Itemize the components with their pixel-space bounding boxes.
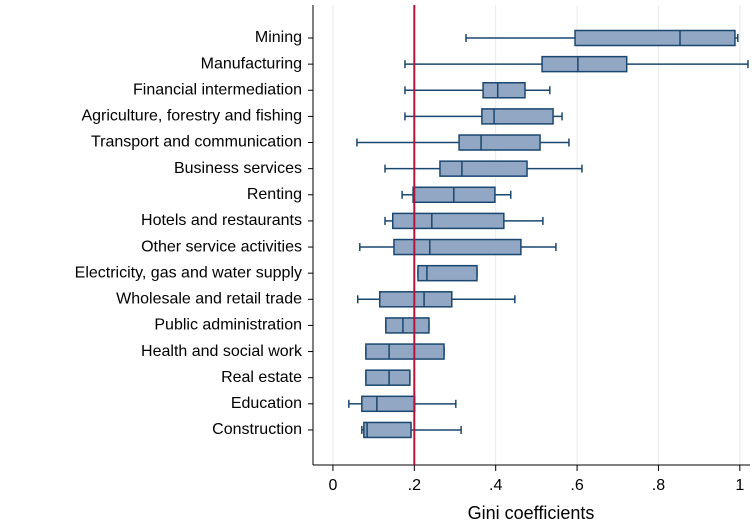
y-tick-label: Public administration — [154, 317, 302, 334]
box — [574, 29, 736, 47]
y-tick-label: Construction — [212, 421, 302, 438]
y-tick-label: Financial intermediation — [133, 81, 302, 98]
x-tick-label: 1 — [735, 477, 744, 494]
box — [392, 212, 505, 230]
y-tick-label: Manufacturing — [201, 55, 302, 72]
y-tick-label: Other service activities — [141, 238, 302, 255]
y-tick-label: Mining — [255, 29, 302, 46]
x-tick-label: .4 — [489, 477, 502, 494]
y-tick-label: Electricity, gas and water supply — [75, 264, 302, 281]
box — [361, 395, 416, 413]
box — [482, 82, 526, 99]
y-tick-label: Business services — [174, 160, 302, 177]
x-tick-label: .6 — [570, 477, 583, 494]
box — [439, 160, 528, 177]
x-tick-label: .8 — [652, 477, 665, 494]
y-tick-label: Wholesale and retail trade — [116, 291, 302, 308]
box — [363, 421, 412, 439]
y-tick-label: Agriculture, forestry and fishing — [81, 108, 302, 125]
box — [393, 238, 522, 256]
box — [481, 108, 554, 125]
box — [417, 264, 478, 282]
y-tick-label: Real estate — [221, 369, 302, 386]
x-tick-label: .2 — [408, 477, 421, 494]
y-tick-label: Education — [231, 395, 302, 412]
x-axis-title: Gini coefficients — [468, 503, 595, 523]
y-tick-label: Hotels and restaurants — [141, 212, 302, 229]
x-tick-label: 0 — [328, 477, 337, 494]
box — [541, 55, 628, 73]
box — [365, 369, 411, 386]
box — [378, 291, 453, 308]
box — [365, 343, 445, 360]
y-tick-label: Health and social work — [141, 343, 303, 360]
y-tick-label: Transport and communication — [91, 134, 302, 151]
box — [385, 317, 430, 334]
y-tick-label: Renting — [247, 186, 302, 203]
box — [458, 134, 541, 151]
